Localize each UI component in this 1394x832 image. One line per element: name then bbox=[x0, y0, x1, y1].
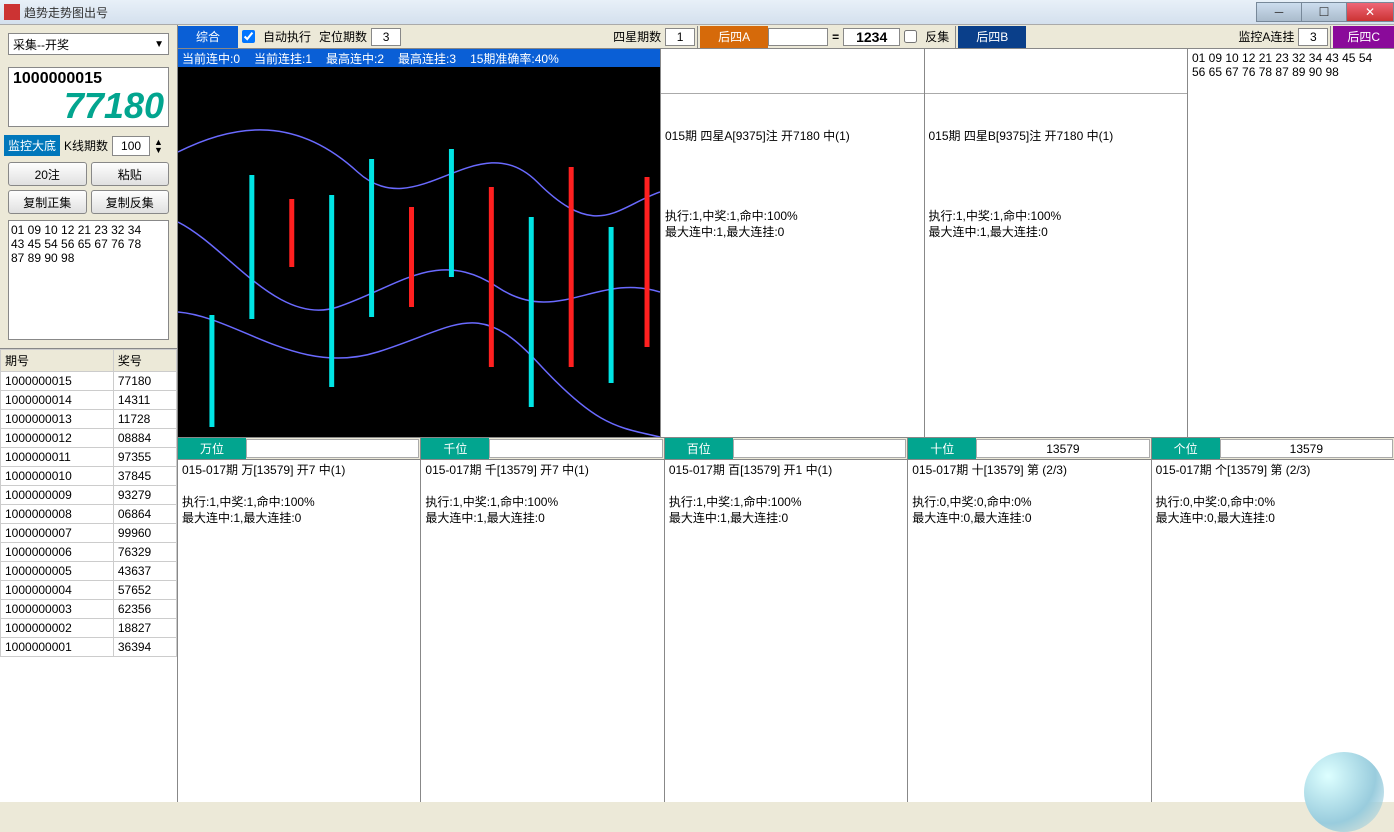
table-row[interactable]: 100000001577180 bbox=[1, 372, 177, 391]
fanji-label: 反集 bbox=[925, 28, 949, 45]
panel-a-line2: 执行:1,中奖:1,命中:100% 最大连中:1,最大连挂:0 bbox=[665, 208, 920, 240]
position-input[interactable] bbox=[733, 439, 906, 458]
position-body: 015-017期 十[13579] 第 (2/3) 执行:0,中奖:0,命中:0… bbox=[908, 460, 1150, 802]
table-row[interactable]: 100000000136394 bbox=[1, 638, 177, 657]
history-grid[interactable]: 期号奖号100000001577180100000001414311100000… bbox=[0, 348, 177, 802]
table-row[interactable]: 100000001208884 bbox=[1, 429, 177, 448]
h4a-input[interactable] bbox=[768, 28, 828, 46]
autoexec-checkbox[interactable] bbox=[242, 30, 255, 43]
status-mz: 最高连中:2 bbox=[326, 50, 384, 67]
window-title: 趋势走势图出号 bbox=[24, 4, 1257, 21]
table-row[interactable]: 100000001311728 bbox=[1, 410, 177, 429]
position-body: 015-017期 百[13579] 开1 中(1) 执行:1,中奖:1,命中:1… bbox=[665, 460, 907, 802]
position-tag[interactable]: 个位 bbox=[1152, 438, 1220, 459]
combo-value: 采集--开奖 bbox=[13, 36, 69, 53]
h4a-value: 1234 bbox=[843, 28, 900, 46]
position-column: 十位13579 015-017期 十[13579] 第 (2/3) 执行:0,中奖… bbox=[908, 438, 1151, 802]
kline-label: K线期数 bbox=[64, 137, 108, 154]
sixing-input[interactable] bbox=[665, 28, 695, 46]
close-button[interactable]: ✕ bbox=[1346, 2, 1394, 22]
note-button[interactable]: 20注 bbox=[8, 162, 87, 186]
app-icon bbox=[4, 4, 20, 20]
position-column: 万位015-017期 万[13579] 开7 中(1) 执行:1,中奖:1,命中… bbox=[178, 438, 421, 802]
position-body: 015-017期 个[13579] 第 (2/3) 执行:0,中奖:0,命中:0… bbox=[1152, 460, 1394, 802]
table-row[interactable]: 100000000676329 bbox=[1, 543, 177, 562]
status-lz: 当前连中:0 bbox=[182, 50, 240, 67]
kline-input[interactable] bbox=[112, 136, 150, 156]
autoexec-label: 自动执行 bbox=[263, 28, 311, 45]
table-row[interactable]: 100000001414311 bbox=[1, 391, 177, 410]
monitor-label: 监控大底 bbox=[4, 135, 60, 156]
minimize-button[interactable]: ─ bbox=[1256, 2, 1302, 22]
panel-h4a: 015期 四星A[9375]注 开7180 中(1) 执行:1,中奖:1,命中:… bbox=[661, 49, 925, 437]
position-tag[interactable]: 万位 bbox=[178, 438, 246, 459]
decoration-circle bbox=[1304, 752, 1384, 832]
dingwei-label: 定位期数 bbox=[319, 28, 367, 45]
table-row[interactable]: 100000000543637 bbox=[1, 562, 177, 581]
lotto-display: 1000000015 77180 bbox=[8, 67, 169, 127]
position-input[interactable]: 13579 bbox=[1220, 439, 1393, 458]
table-row[interactable]: 100000001197355 bbox=[1, 448, 177, 467]
status-mg: 最高连挂:3 bbox=[398, 50, 456, 67]
col-period[interactable]: 期号 bbox=[1, 350, 114, 372]
position-input[interactable] bbox=[246, 439, 419, 458]
equals-label: = bbox=[828, 30, 843, 44]
panel-b-line1: 015期 四星B[9375]注 开7180 中(1) bbox=[929, 128, 1184, 144]
tab-zonghe[interactable]: 综合 bbox=[178, 26, 238, 48]
position-tag[interactable]: 百位 bbox=[665, 438, 733, 459]
position-body: 015-017期 万[13579] 开7 中(1) 执行:1,中奖:1,命中:1… bbox=[178, 460, 420, 802]
sixing-label: 四星期数 bbox=[613, 28, 661, 45]
table-row[interactable]: 100000000218827 bbox=[1, 619, 177, 638]
tab-h4c[interactable]: 后四C bbox=[1333, 26, 1394, 48]
titlebar: 趋势走势图出号 ─ ☐ ✕ bbox=[0, 0, 1394, 25]
trend-chart[interactable] bbox=[178, 67, 660, 437]
table-row[interactable]: 100000000457652 bbox=[1, 581, 177, 600]
number-list[interactable]: 01 09 10 12 21 23 32 34 43 45 54 56 65 6… bbox=[8, 220, 169, 340]
table-row[interactable]: 100000000993279 bbox=[1, 486, 177, 505]
position-tag[interactable]: 十位 bbox=[908, 438, 976, 459]
table-row[interactable]: 100000000806864 bbox=[1, 505, 177, 524]
panel-b-line2: 执行:1,中奖:1,命中:100% 最大连中:1,最大连挂:0 bbox=[929, 208, 1184, 240]
chart-statusbar: 当前连中:0 当前连挂:1 最高连中:2 最高连挂:3 15期准确率:40% bbox=[178, 49, 660, 67]
copy-negative-button[interactable]: 复制反集 bbox=[91, 190, 170, 214]
paste-button[interactable]: 粘贴 bbox=[91, 162, 170, 186]
top-toolbar: 综合 自动执行 定位期数 四星期数 后四A = 1234 反集 后四B 监控A连… bbox=[178, 25, 1394, 49]
position-column: 个位13579 015-017期 个[13579] 第 (2/3) 执行:0,中奖… bbox=[1152, 438, 1394, 802]
left-sidebar: 采集--开奖 ▼ 1000000015 77180 监控大底 K线期数 ▲▼ 2… bbox=[0, 25, 178, 802]
panel-a-top[interactable] bbox=[661, 49, 924, 94]
tab-h4b[interactable]: 后四B bbox=[958, 26, 1026, 48]
table-row[interactable]: 100000001037845 bbox=[1, 467, 177, 486]
position-body: 015-017期 千[13579] 开7 中(1) 执行:1,中奖:1,命中:1… bbox=[421, 460, 663, 802]
copy-positive-button[interactable]: 复制正集 bbox=[8, 190, 87, 214]
position-input[interactable]: 13579 bbox=[976, 439, 1149, 458]
panel-a-line1: 015期 四星A[9375]注 开7180 中(1) bbox=[665, 128, 920, 144]
chevron-down-icon: ▼ bbox=[154, 39, 164, 50]
status-lg: 当前连挂:1 bbox=[254, 50, 312, 67]
table-row[interactable]: 100000000362356 bbox=[1, 600, 177, 619]
status-acc: 15期准确率:40% bbox=[470, 50, 559, 67]
panel-h4b: 015期 四星B[9375]注 开7180 中(1) 执行:1,中奖:1,命中:… bbox=[925, 49, 1189, 437]
tab-h4a[interactable]: 后四A bbox=[700, 26, 768, 48]
maximize-button[interactable]: ☐ bbox=[1301, 2, 1347, 22]
draw-number: 77180 bbox=[13, 88, 164, 124]
fanji-checkbox[interactable] bbox=[904, 30, 917, 43]
mon-input[interactable] bbox=[1298, 28, 1328, 46]
position-tag[interactable]: 千位 bbox=[421, 438, 489, 459]
source-combo[interactable]: 采集--开奖 ▼ bbox=[8, 33, 169, 55]
stepper-icon[interactable]: ▲▼ bbox=[154, 138, 163, 154]
right-number-list[interactable]: 01 09 10 12 21 23 32 34 43 45 54 56 65 6… bbox=[1188, 49, 1394, 437]
col-draw[interactable]: 奖号 bbox=[113, 350, 176, 372]
dingwei-input[interactable] bbox=[371, 28, 401, 46]
mon-label: 监控A连挂 bbox=[1238, 28, 1294, 45]
position-column: 百位015-017期 百[13579] 开1 中(1) 执行:1,中奖:1,命中… bbox=[665, 438, 908, 802]
table-row[interactable]: 100000000799960 bbox=[1, 524, 177, 543]
panel-b-top[interactable] bbox=[925, 49, 1188, 94]
position-input[interactable] bbox=[489, 439, 662, 458]
position-column: 千位015-017期 千[13579] 开7 中(1) 执行:1,中奖:1,命中… bbox=[421, 438, 664, 802]
